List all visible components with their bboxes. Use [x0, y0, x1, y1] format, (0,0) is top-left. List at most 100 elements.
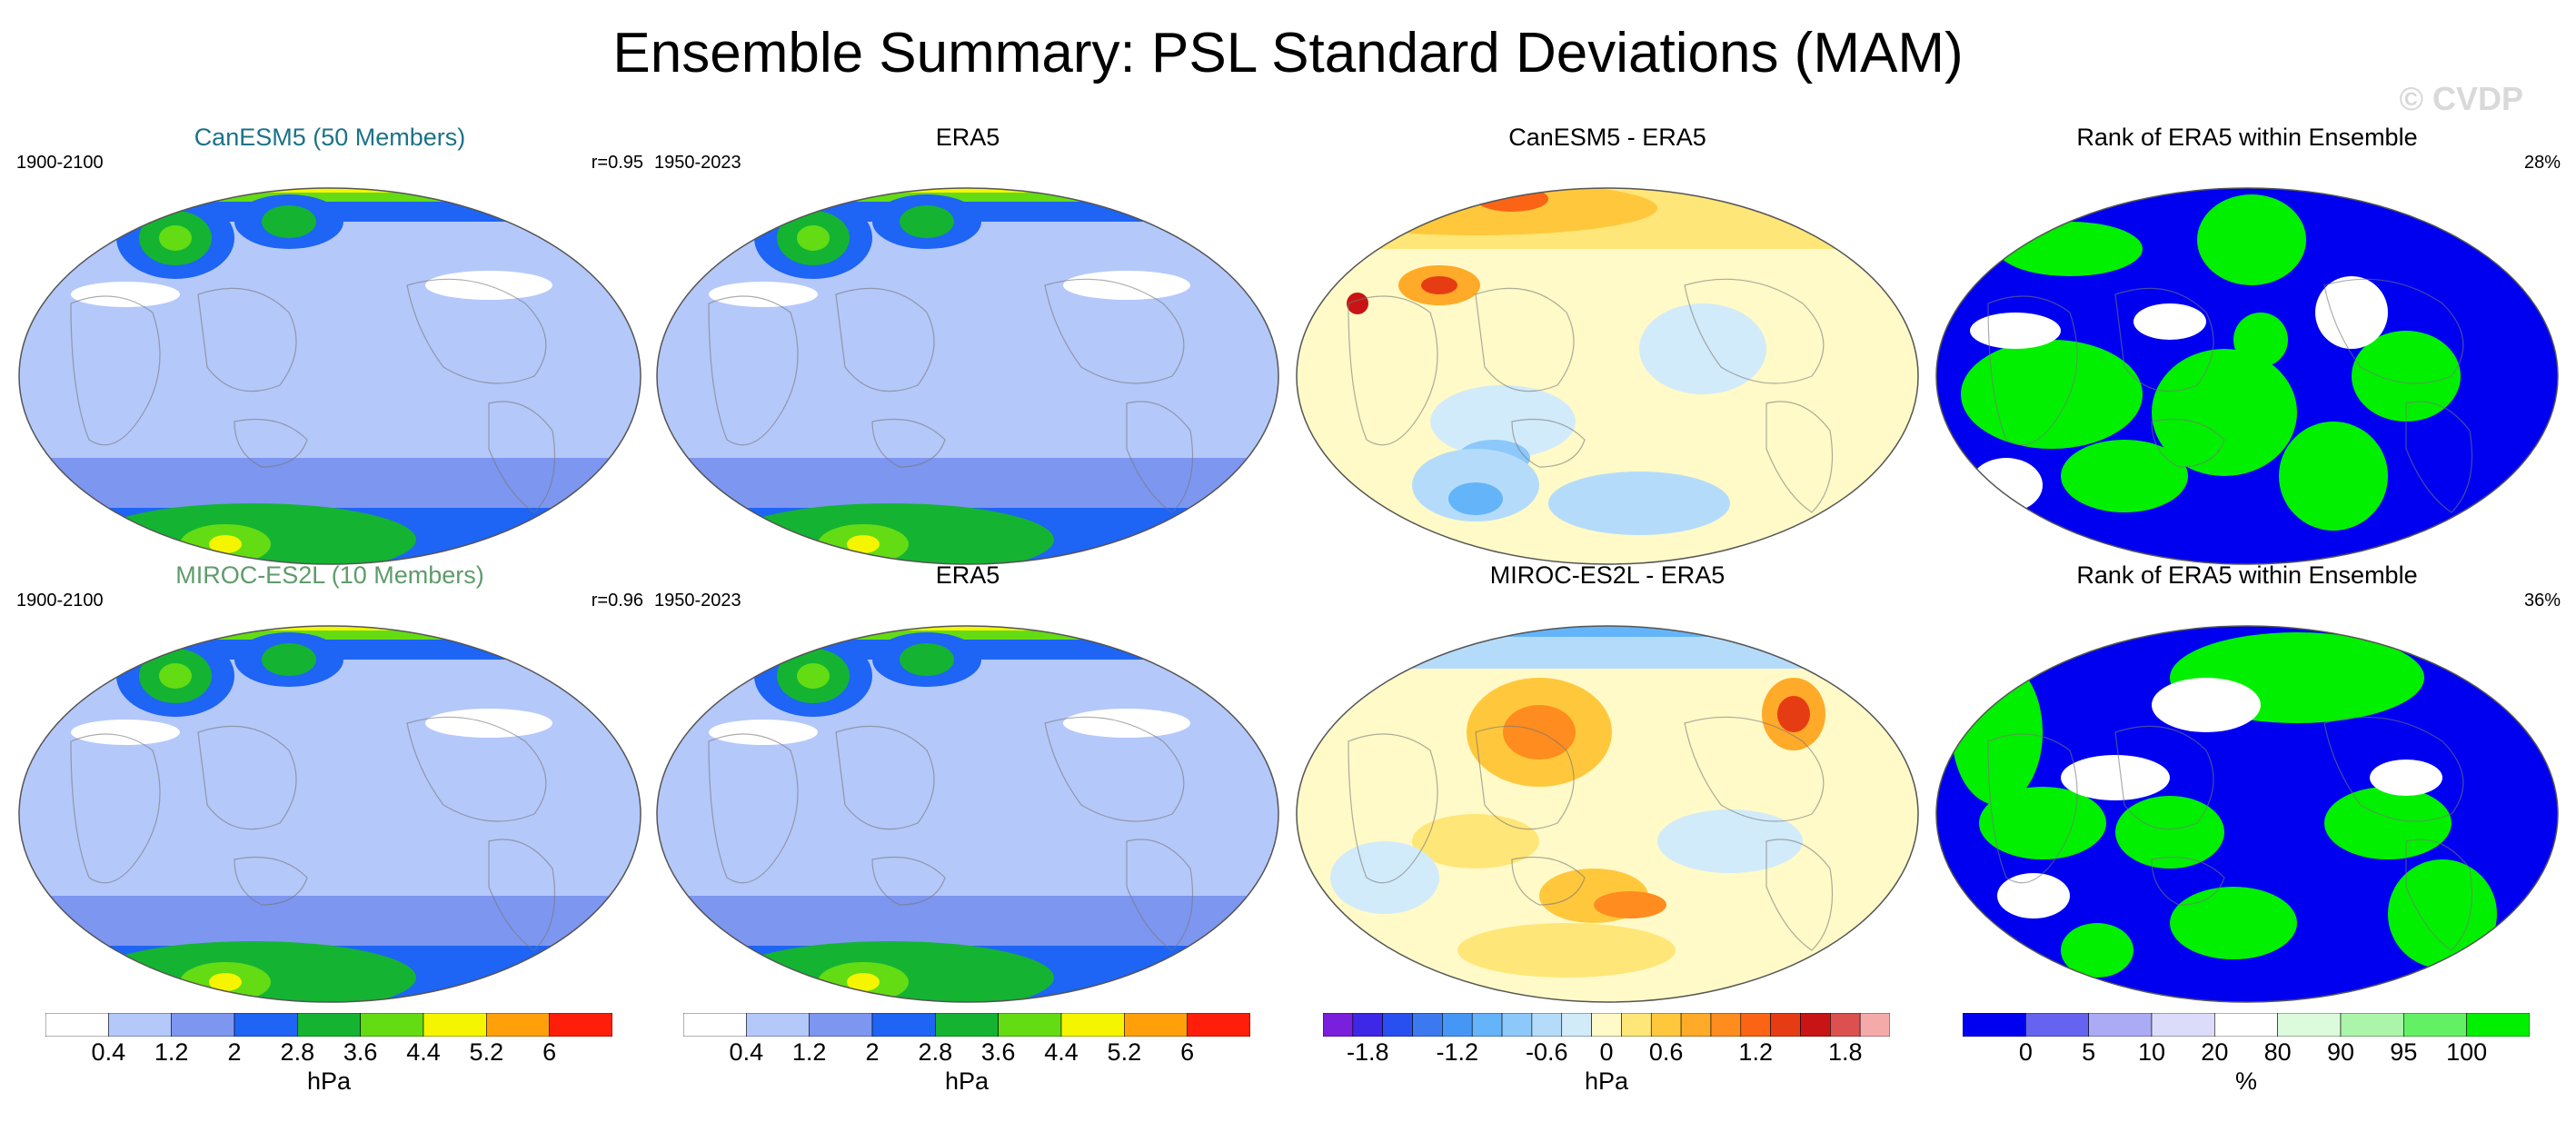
colorbar-unit-label: hPa — [1584, 1067, 1629, 1095]
page-title: Ensemble Summary: PSL Standard Deviation… — [612, 22, 1964, 84]
colorbar-tick-label: 0 — [2018, 1038, 2033, 1066]
colorbar-swatch — [108, 1013, 172, 1037]
colorbar-swatch — [809, 1013, 873, 1037]
colorbar-tick-label: 80 — [2263, 1038, 2292, 1066]
colorbar-tick-label: 3.6 — [980, 1038, 1016, 1066]
colorbar-swatch — [1501, 1013, 1533, 1037]
panel-title: MIROC-ES2L - ERA5 — [1489, 561, 1726, 589]
colorbar-swatch — [2025, 1013, 2089, 1037]
map-plot — [18, 625, 642, 1003]
panel-period-label: 1950-2023 — [654, 153, 741, 173]
colorbar-tick-label: 2 — [227, 1038, 242, 1066]
colorbar-swatch — [2403, 1013, 2467, 1037]
colorbar-swatch — [1710, 1013, 1742, 1037]
panel-title: Rank of ERA5 within Ensemble — [2076, 561, 2418, 589]
colorbar-unit-label: hPa — [306, 1067, 352, 1095]
colorbar-tick-label: 95 — [2390, 1038, 2418, 1066]
std-legend-2: 0.4 1.2 2 2.8 3.6 4.4 5.2 6 hPa — [683, 1013, 1250, 1113]
map-plot — [1296, 187, 1919, 565]
colorbar-tick-label: 2.8 — [918, 1038, 953, 1066]
colorbar-swatch — [2466, 1013, 2530, 1037]
colorbar-swatch — [1531, 1013, 1563, 1037]
colorbar-swatch — [171, 1013, 235, 1037]
colorbar — [683, 1013, 1250, 1037]
colorbar-tick-label: 5 — [2082, 1038, 2096, 1066]
colorbar-swatch — [486, 1013, 550, 1037]
colorbar-swatch — [45, 1013, 109, 1037]
map-panel-r1-c1: CanESM5 (50 Members) 1900-2100 r=0.95 — [16, 124, 643, 567]
std-legend-1: 0.4 1.2 2 2.8 3.6 4.4 5.2 6 hPa — [45, 1013, 612, 1113]
colorbar-swatch — [1471, 1013, 1503, 1037]
panel-stat-label: r=0.95 — [591, 153, 643, 173]
panel-stat-label: 36% — [2523, 591, 2561, 611]
colorbar-swatch — [1740, 1013, 1771, 1037]
colorbar-tick-label: 90 — [2326, 1038, 2355, 1066]
colorbar-tick-label: 3.6 — [343, 1038, 378, 1066]
colorbar-swatch — [998, 1013, 1062, 1037]
colorbar-swatch — [1060, 1013, 1125, 1037]
colorbar-swatch — [1770, 1013, 1801, 1037]
panel-period-label: 1900-2100 — [16, 153, 104, 173]
colorbar-swatch — [2277, 1013, 2342, 1037]
colorbar-tick-label: 5.2 — [469, 1038, 504, 1066]
colorbar-swatch — [234, 1013, 298, 1037]
colorbar-swatch — [2340, 1013, 2404, 1037]
colorbar-unit-label: % — [2234, 1067, 2258, 1095]
colorbar-swatch — [1382, 1013, 1413, 1037]
panel-title: MIROC-ES2L (10 Members) — [175, 561, 484, 589]
colorbar-swatch — [935, 1013, 999, 1037]
map-plot — [656, 187, 1279, 565]
colorbar-swatch — [423, 1013, 487, 1037]
colorbar-tick-label: 2.8 — [280, 1038, 315, 1066]
colorbar-swatch — [1650, 1013, 1682, 1037]
rank-legend: 0 5 10 20 80 90 95 100% — [1963, 1013, 2530, 1113]
colorbar-swatch — [2151, 1013, 2215, 1037]
colorbar-swatch — [1963, 1013, 2026, 1037]
map-plot — [18, 187, 642, 565]
colorbar-tick-label: 1.2 — [1738, 1038, 1773, 1066]
colorbar-tick-label: 5.2 — [1107, 1038, 1142, 1066]
colorbar-swatch — [1621, 1013, 1652, 1037]
colorbar-tick-label: 2 — [865, 1038, 880, 1066]
colorbar-swatch — [1352, 1013, 1383, 1037]
map-panel-r2-c1: MIROC-ES2L (10 Members) 1900-2100 r=0.96 — [16, 561, 643, 1005]
panel-title: Rank of ERA5 within Ensemble — [2076, 124, 2418, 151]
panel-title: CanESM5 (50 Members) — [194, 124, 466, 151]
colorbar-tick-label: 1.2 — [154, 1038, 189, 1066]
colorbar-tick-label: 1.2 — [791, 1038, 827, 1066]
colorbar-swatch — [2214, 1013, 2278, 1037]
colorbar-swatch — [1187, 1013, 1250, 1037]
colorbar-tick-label: -1.2 — [1436, 1038, 1479, 1066]
map-plot — [1935, 187, 2559, 565]
colorbar-swatch — [746, 1013, 810, 1037]
colorbar — [1963, 1013, 2530, 1037]
colorbar-swatch — [1442, 1013, 1473, 1037]
colorbar-swatch — [1412, 1013, 1443, 1037]
colorbar-swatch — [1680, 1013, 1712, 1037]
colorbar-swatch — [1800, 1013, 1831, 1037]
watermark: © CVDP — [2399, 80, 2523, 117]
colorbar-tick-label: 0.4 — [91, 1038, 126, 1066]
colorbar-tick-label: 6 — [542, 1038, 557, 1066]
colorbar-swatch — [549, 1013, 612, 1037]
map-plot — [1935, 625, 2559, 1003]
colorbar-swatch — [360, 1013, 424, 1037]
colorbar-tick-label: 20 — [2201, 1038, 2229, 1066]
map-panel-r1-c3: CanESM5 - ERA5 — [1294, 124, 1921, 567]
panel-stat-label: 28% — [2523, 153, 2561, 173]
map-panel-r1-c2: ERA5 1950-2023 — [654, 124, 1281, 567]
map-panel-r2-c2: ERA5 1950-2023 — [654, 561, 1281, 1005]
colorbar-swatch — [871, 1013, 936, 1037]
colorbar-swatch — [2088, 1013, 2153, 1037]
colorbar — [45, 1013, 612, 1037]
map-panel-r2-c3: MIROC-ES2L - ERA5 — [1294, 561, 1921, 1005]
panel-stat-label: r=0.96 — [591, 591, 643, 611]
colorbar-tick-label: 0.6 — [1648, 1038, 1684, 1066]
panel-period-label: 1900-2100 — [16, 591, 104, 611]
colorbar — [1323, 1013, 1890, 1037]
panel-period-label: 1950-2023 — [654, 591, 741, 611]
diff-legend: -1.8 -1.2 -0.6 0 0.6 1.2 1.8 hPa — [1323, 1013, 1890, 1113]
map-plot — [656, 625, 1279, 1003]
colorbar-tick-label: 1.8 — [1827, 1038, 1863, 1066]
colorbar-unit-label: hPa — [944, 1067, 990, 1095]
